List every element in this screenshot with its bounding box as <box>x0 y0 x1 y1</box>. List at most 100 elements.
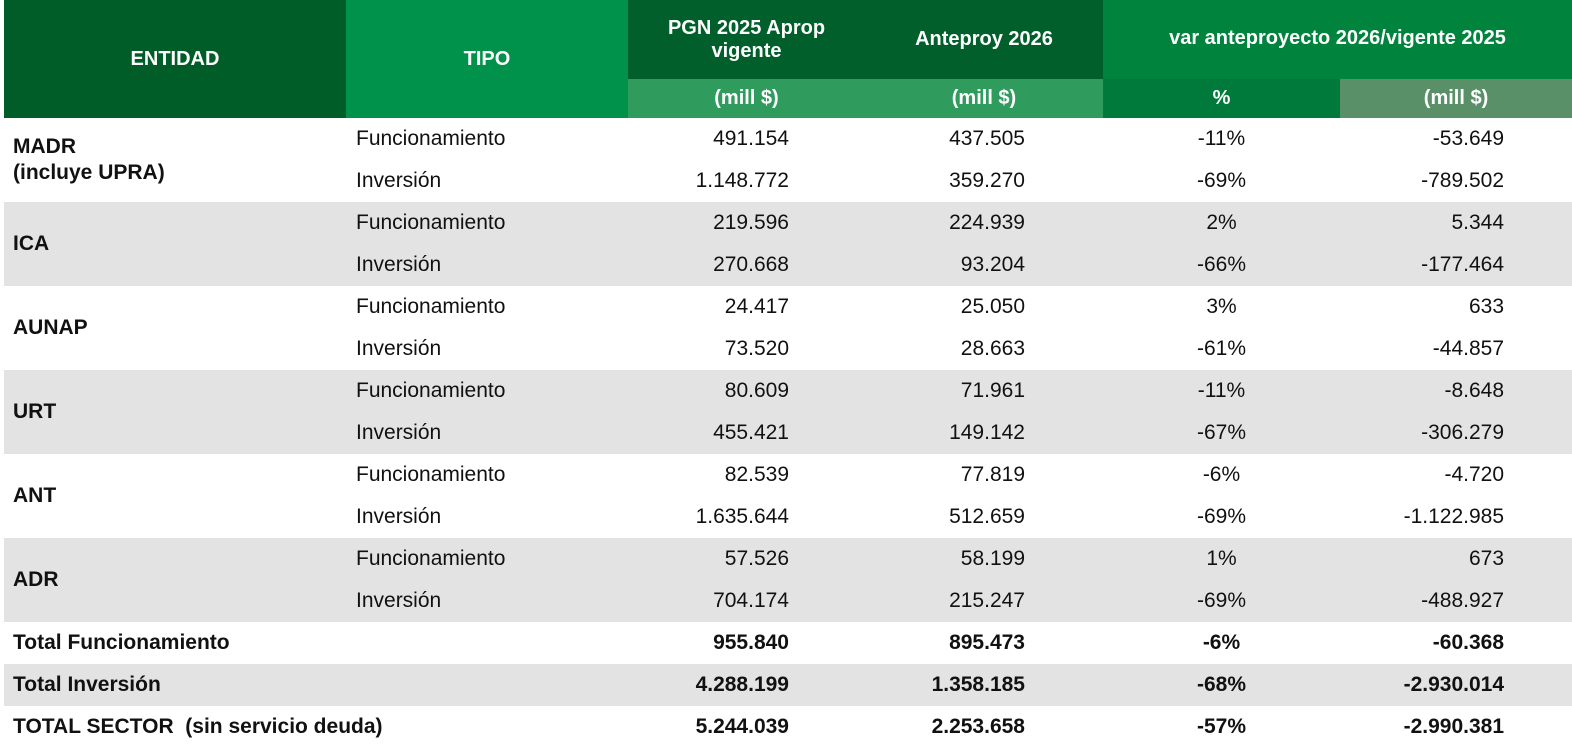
table-row: Inversión 73.520 28.663 -61% -44.857 <box>4 328 1572 370</box>
tipo-cell: Inversión <box>346 412 628 454</box>
var-mill-value: -488.927 <box>1340 580 1572 622</box>
entity-name: URT <box>4 370 346 454</box>
subheader-var-unit: (mill $) <box>1340 79 1572 118</box>
total-label: Total Inversión <box>4 664 628 706</box>
table-row: URT Funcionamiento 80.609 71.961 -11% -8.648 <box>4 370 1572 454</box>
anteproy-value: 359.270 <box>949 169 1025 192</box>
var-mill-value: -177.464 <box>1340 244 1572 286</box>
var-pct-value: -6% <box>1202 463 1241 486</box>
var-pct-value: -67% <box>1103 412 1340 454</box>
header-var: var anteproyecto 2026/vigente 2025 <box>1103 0 1572 79</box>
tipo-cell: Inversión <box>356 337 442 360</box>
table-row: ADR Funcionamiento 57.526 58.199 1% 673 <box>4 538 1572 622</box>
tipo-cell: Funcionamiento <box>356 127 506 150</box>
table-header: ENTIDAD TIPO PGN 2025 Aprop vigente Ante… <box>4 0 1572 118</box>
var-mill-value: -4.720 <box>1444 463 1505 486</box>
var-pct-value: -61% <box>1196 337 1247 360</box>
total-row: TOTAL SECTOR (sin servicio deuda) 5.244.0… <box>4 706 1572 747</box>
table-body: MADR (incluye UPRA) Funcionamiento 491.154… <box>4 118 1572 747</box>
anteproy-value: 25.050 <box>960 295 1025 318</box>
pgn-value: 270.668 <box>628 244 865 286</box>
var-pct-value: -69% <box>1103 580 1340 622</box>
pgn-value: 219.596 <box>628 202 865 244</box>
table-row: Inversión 704.174 215.247 -69% -488.927 <box>4 580 1572 622</box>
pgn-value: 24.417 <box>724 295 789 318</box>
total-var: -2.930.014 <box>1340 664 1572 706</box>
total-anteproy: 2.253.658 <box>931 714 1025 738</box>
var-mill-value: -8.648 <box>1340 370 1572 412</box>
table-row: AUNAP Funcionamiento 24.417 25.050 3% 633 <box>4 286 1572 339</box>
var-pct-value: -69% <box>1196 505 1247 528</box>
tipo-cell: Funcionamiento <box>346 370 628 412</box>
var-mill-value: -1.122.985 <box>1403 505 1505 528</box>
total-row: Total Inversión 4.288.199 1.358.185 -68% -2.… <box>4 664 1572 706</box>
total-pct: -6% <box>1202 631 1241 654</box>
pgn-value: 57.526 <box>628 538 865 580</box>
pgn-value: 704.174 <box>628 580 865 622</box>
tipo-cell: Inversión <box>346 244 628 286</box>
pgn-value: 1.635.644 <box>695 505 789 528</box>
total-var: -60.368 <box>1432 631 1505 654</box>
tipo-cell: Inversión <box>346 580 628 622</box>
table-row: MADR (incluye UPRA) Funcionamiento 491.154… <box>4 118 1572 184</box>
entity-name: ADR <box>4 538 346 622</box>
var-mill-value: -44.857 <box>1432 337 1505 360</box>
total-anteproy: 895.473 <box>949 631 1025 654</box>
tipo-cell: Funcionamiento <box>356 463 506 486</box>
table-row: Inversión 455.421 149.142 -67% -306.279 <box>4 412 1572 454</box>
total-pgn: 5.244.039 <box>695 714 789 738</box>
pgn-value: 73.520 <box>724 337 789 360</box>
pgn-value: 1.148.772 <box>695 169 789 192</box>
header-pgn: PGN 2025 Aprop vigente <box>628 0 865 79</box>
entity-name: ANT <box>13 484 57 507</box>
var-mill-value: 5.344 <box>1340 202 1572 244</box>
entity-name: MADR (incluye UPRA) <box>13 135 165 184</box>
var-pct-value: -69% <box>1196 169 1247 192</box>
tipo-cell: Inversión <box>356 169 442 192</box>
anteproy-value: 58.199 <box>865 538 1103 580</box>
anteproy-value: 224.939 <box>865 202 1103 244</box>
var-pct-value: 1% <box>1103 538 1340 580</box>
var-pct-value: 2% <box>1103 202 1340 244</box>
total-label: Total Funcionamiento <box>13 631 230 654</box>
table-row: Inversión 1.148.772 359.270 -69% -789.502 <box>4 160 1572 202</box>
pgn-value: 82.539 <box>724 463 789 486</box>
total-pgn: 955.840 <box>713 631 789 654</box>
anteproy-value: 28.663 <box>960 337 1025 360</box>
subheader-ante-unit: (mill $) <box>865 79 1103 118</box>
pgn-value: 491.154 <box>713 127 789 150</box>
entity-name: ICA <box>4 202 346 286</box>
total-anteproy: 1.358.185 <box>865 664 1103 706</box>
anteproy-value: 93.204 <box>865 244 1103 286</box>
var-mill-value: 633 <box>1468 295 1505 318</box>
header-tipo: TIPO <box>346 0 628 118</box>
pgn-value: 455.421 <box>628 412 865 454</box>
anteproy-value: 71.961 <box>865 370 1103 412</box>
total-var: -2.990.381 <box>1403 714 1505 738</box>
total-pgn: 4.288.199 <box>628 664 865 706</box>
total-label: TOTAL SECTOR (sin servicio deuda) <box>13 714 383 738</box>
anteproy-value: 437.505 <box>949 127 1025 150</box>
var-mill-value: -306.279 <box>1340 412 1572 454</box>
table-row: ICA Funcionamiento 219.596 224.939 2% 5.344 <box>4 202 1572 286</box>
var-mill-value: -789.502 <box>1421 169 1505 192</box>
table-row: Inversión 1.635.644 512.659 -69% -1.122.985 <box>4 496 1572 538</box>
tipo-cell: Funcionamiento <box>346 538 628 580</box>
var-mill-value: 673 <box>1340 538 1572 580</box>
tipo-cell: Inversión <box>356 505 442 528</box>
tipo-cell: Funcionamiento <box>356 295 506 318</box>
total-pct: -57% <box>1196 714 1247 738</box>
var-mill-value: -53.649 <box>1432 127 1505 150</box>
anteproy-value: 149.142 <box>865 412 1103 454</box>
subheader-pgn-unit: (mill $) <box>628 79 865 118</box>
subheader-pct: % <box>1103 79 1340 118</box>
total-pct: -68% <box>1103 664 1340 706</box>
anteproy-value: 512.659 <box>949 505 1025 528</box>
var-pct-value: -11% <box>1197 127 1246 150</box>
tipo-cell: Funcionamiento <box>346 202 628 244</box>
var-pct-value: -11% <box>1103 370 1340 412</box>
table-row: Inversión 270.668 93.204 -66% -177.464 <box>4 244 1572 286</box>
total-row: Total Funcionamiento 955.840 895.473 -6% -60… <box>4 622 1572 664</box>
var-pct-value: -66% <box>1103 244 1340 286</box>
var-pct-value: 3% <box>1206 295 1237 318</box>
